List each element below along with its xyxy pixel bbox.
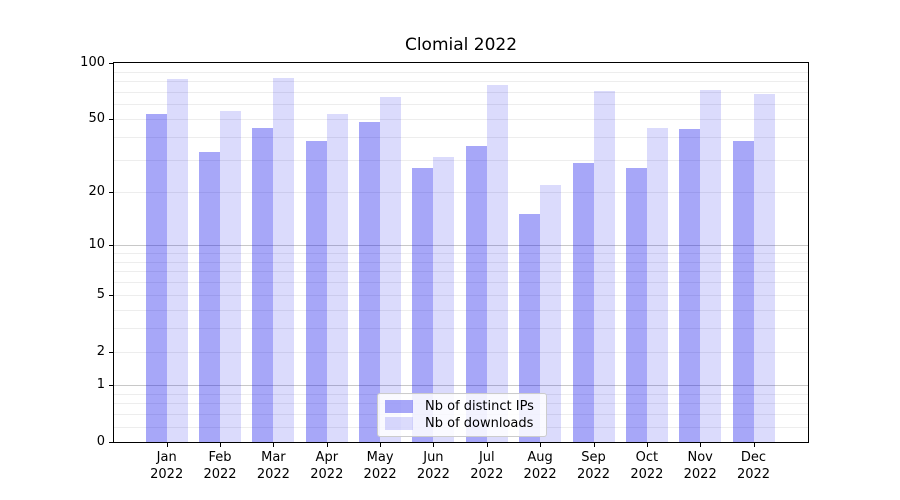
chart-title: Clomial 2022 bbox=[404, 35, 518, 55]
y-tick-mark-50 bbox=[109, 119, 113, 121]
minor-gridline-3 bbox=[114, 328, 808, 330]
x-tick-mark-jan bbox=[166, 443, 168, 447]
y-tick-label-20: 20 bbox=[88, 184, 105, 199]
bar-jan-distinct-ips bbox=[145, 114, 167, 442]
legend-label-downloads: Nb of downloads bbox=[425, 416, 534, 431]
minor-gridline-40 bbox=[114, 137, 808, 138]
x-tick-label-mar: Mar 2022 bbox=[256, 450, 290, 482]
bar-jul-distinct-ips bbox=[465, 145, 487, 442]
minor-gridline-20 bbox=[114, 192, 808, 193]
x-tick-mark-aug bbox=[540, 443, 542, 447]
minor-gridline-7 bbox=[114, 271, 808, 273]
minor-gridline-6 bbox=[114, 282, 808, 284]
bar-may-distinct-ips bbox=[359, 122, 381, 442]
bar-jun-downloads bbox=[433, 157, 455, 442]
major-gridline-10 bbox=[114, 245, 808, 247]
x-tick-label-jan: Jan 2022 bbox=[150, 450, 184, 482]
x-tick-mark-nov bbox=[700, 443, 702, 447]
minor-gridline-80 bbox=[114, 81, 808, 83]
minor-gridline-8 bbox=[114, 261, 808, 263]
legend: Nb of distinct IPs Nb of downloads bbox=[377, 393, 547, 437]
legend-entry-distinct-ips: Nb of distinct IPs bbox=[385, 398, 538, 415]
minor-gridline-70 bbox=[114, 91, 808, 93]
x-tick-label-jul: Jul 2022 bbox=[470, 450, 504, 482]
bar-nov-downloads bbox=[700, 89, 722, 442]
bar-nov-distinct-ips bbox=[679, 129, 701, 442]
x-tick-mark-feb bbox=[220, 443, 221, 447]
y-tick-label-5: 5 bbox=[96, 286, 105, 302]
x-tick-mark-jun bbox=[433, 443, 435, 447]
x-tick-mark-sep bbox=[593, 443, 595, 447]
minor-gridline-90 bbox=[114, 71, 808, 73]
y-tick-mark-20 bbox=[109, 192, 113, 193]
bar-may-downloads bbox=[380, 96, 402, 442]
y-tick-label-100: 100 bbox=[80, 55, 105, 70]
y-tick-label-10: 10 bbox=[88, 237, 105, 253]
x-tick-label-dec: Dec 2022 bbox=[736, 450, 771, 482]
major-gridline-1 bbox=[114, 385, 808, 387]
y-tick-mark-100 bbox=[109, 63, 113, 64]
bar-apr-distinct-ips bbox=[305, 141, 327, 442]
x-tick-mark-dec bbox=[753, 443, 755, 447]
bar-mar-distinct-ips bbox=[252, 127, 274, 442]
bar-aug-downloads bbox=[540, 184, 562, 442]
bar-feb-distinct-ips bbox=[199, 152, 221, 442]
x-tick-label-jun: Jun 2022 bbox=[416, 450, 450, 482]
x-tick-label-feb: Feb 2022 bbox=[203, 450, 237, 482]
minor-gridline-4 bbox=[114, 309, 808, 311]
legend-swatch-downloads bbox=[385, 417, 413, 430]
y-tick-mark-5 bbox=[109, 294, 113, 296]
bar-oct-distinct-ips bbox=[625, 168, 647, 442]
minor-gridline-30 bbox=[114, 160, 808, 161]
minor-gridline-2 bbox=[114, 351, 808, 353]
minor-gridline-5 bbox=[114, 294, 808, 296]
x-tick-label-apr: Apr 2022 bbox=[310, 450, 344, 482]
minor-gridline-60 bbox=[114, 104, 808, 106]
legend-entry-downloads: Nb of downloads bbox=[385, 415, 538, 432]
x-tick-mark-jul bbox=[486, 443, 488, 447]
bar-oct-downloads bbox=[646, 127, 668, 442]
minor-gridline-50 bbox=[114, 119, 808, 121]
x-tick-label-may: May 2022 bbox=[363, 450, 397, 482]
x-tick-label-aug: Aug 2022 bbox=[523, 450, 557, 482]
y-tick-label-2: 2 bbox=[96, 343, 105, 359]
y-tick-mark-10 bbox=[109, 245, 113, 247]
minor-gridline-9 bbox=[114, 252, 808, 254]
plot-area bbox=[113, 62, 809, 443]
y-tick-label-1: 1 bbox=[96, 377, 105, 393]
x-tick-mark-mar bbox=[273, 443, 275, 447]
legend-label-distinct-ips: Nb of distinct IPs bbox=[425, 399, 534, 414]
bar-mar-downloads bbox=[273, 78, 295, 442]
bar-dec-distinct-ips bbox=[732, 141, 754, 442]
bar-aug-distinct-ips bbox=[519, 214, 541, 442]
y-tick-label-50: 50 bbox=[88, 111, 105, 127]
y-tick-label-0: 0 bbox=[96, 434, 105, 449]
bar-jul-downloads bbox=[486, 85, 508, 442]
x-tick-mark-may bbox=[380, 443, 382, 447]
bar-sep-distinct-ips bbox=[572, 162, 594, 442]
y-tick-mark-0 bbox=[109, 442, 113, 443]
bar-dec-downloads bbox=[753, 94, 775, 442]
x-tick-mark-oct bbox=[646, 443, 648, 447]
x-tick-label-nov: Nov 2022 bbox=[683, 450, 717, 482]
x-tick-label-oct: Oct 2022 bbox=[630, 450, 664, 482]
y-tick-mark-1 bbox=[109, 385, 113, 387]
legend-swatch-distinct-ips bbox=[385, 400, 413, 413]
bar-jun-distinct-ips bbox=[412, 168, 434, 442]
bar-sep-downloads bbox=[593, 90, 615, 442]
bar-feb-downloads bbox=[220, 111, 242, 442]
bar-jan-downloads bbox=[166, 79, 188, 442]
x-tick-mark-apr bbox=[326, 443, 328, 447]
y-tick-mark-2 bbox=[109, 351, 113, 353]
bar-apr-downloads bbox=[326, 114, 348, 442]
x-tick-label-sep: Sep 2022 bbox=[576, 450, 611, 482]
